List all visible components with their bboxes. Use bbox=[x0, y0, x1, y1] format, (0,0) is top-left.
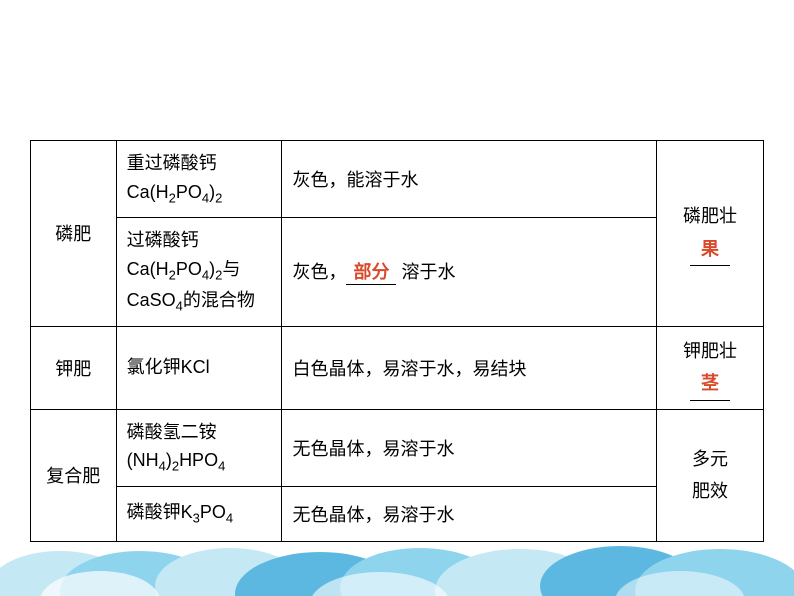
cell-property: 灰色，部分 溶于水 bbox=[282, 218, 657, 327]
effect-text: 磷肥壮 bbox=[683, 206, 737, 226]
cell-name: 过磷酸钙 Ca(H2PO4)2与 CaSO4的混合物 bbox=[116, 218, 282, 327]
cell-category-phosphate: 磷肥 bbox=[31, 141, 117, 327]
cell-text: 钾肥 bbox=[55, 359, 91, 379]
table-row: 复合肥 磷酸氢二铵 (NH4)2HPO4 无色晶体，易溶于水 多元 肥效 bbox=[31, 409, 764, 486]
property-suffix: 溶于水 bbox=[401, 262, 455, 282]
chem-name: 重过磷酸钙 bbox=[127, 153, 217, 173]
cell-name: 磷酸氢二铵 (NH4)2HPO4 bbox=[116, 409, 282, 486]
chem-formula: Ca(H2PO4)2 bbox=[127, 182, 223, 202]
chem-formula: CaSO4的混合物 bbox=[127, 290, 255, 310]
chem-name: 过磷酸钙 bbox=[127, 230, 199, 250]
table-row: 钾肥 氯化钾KCl 白色晶体，易溶于水，易结块 钾肥壮 茎 bbox=[31, 326, 764, 409]
property-prefix: 灰色， bbox=[292, 262, 346, 282]
table-row: 磷肥 重过磷酸钙 Ca(H2PO4)2 灰色，能溶于水 磷肥壮 果 bbox=[31, 141, 764, 218]
chem-formula: (NH4)2HPO4 bbox=[127, 450, 226, 470]
cell-property: 无色晶体，易溶于水 bbox=[282, 409, 657, 486]
cell-property: 白色晶体，易溶于水，易结块 bbox=[282, 326, 657, 409]
property-text: 白色晶体，易溶于水，易结块 bbox=[292, 359, 526, 379]
cell-text: 复合肥 bbox=[46, 466, 100, 486]
effect-line1: 多元 bbox=[692, 449, 728, 469]
chem-name: 氯化钾KCl bbox=[127, 357, 210, 377]
chem-name: 磷酸氢二铵 bbox=[127, 422, 217, 442]
cloud-decoration bbox=[0, 516, 794, 596]
cell-category-potassium: 钾肥 bbox=[31, 326, 117, 409]
table: 磷肥 重过磷酸钙 Ca(H2PO4)2 灰色，能溶于水 磷肥壮 果 过磷酸钙 C… bbox=[30, 140, 764, 542]
effect-blank: 茎 bbox=[690, 367, 730, 400]
cell-property: 灰色，能溶于水 bbox=[282, 141, 657, 218]
effect-line2: 肥效 bbox=[692, 481, 728, 501]
cell-effect: 钾肥壮 茎 bbox=[656, 326, 763, 409]
cell-name: 氯化钾KCl bbox=[116, 326, 282, 409]
effect-text: 钾肥壮 bbox=[683, 341, 737, 361]
cell-effect: 磷肥壮 果 bbox=[656, 141, 763, 327]
cell-name: 重过磷酸钙 Ca(H2PO4)2 bbox=[116, 141, 282, 218]
table-row: 过磷酸钙 Ca(H2PO4)2与 CaSO4的混合物 灰色，部分 溶于水 bbox=[31, 218, 764, 327]
chem-formula: Ca(H2PO4)2与 bbox=[127, 259, 241, 279]
fertilizer-table: 磷肥 重过磷酸钙 Ca(H2PO4)2 灰色，能溶于水 磷肥壮 果 过磷酸钙 C… bbox=[30, 140, 764, 542]
cell-text: 磷肥 bbox=[55, 224, 91, 244]
property-text: 灰色，能溶于水 bbox=[292, 170, 418, 190]
property-text: 无色晶体，易溶于水 bbox=[292, 439, 454, 459]
effect-blank: 果 bbox=[690, 233, 730, 266]
property-blank: 部分 bbox=[346, 258, 396, 285]
